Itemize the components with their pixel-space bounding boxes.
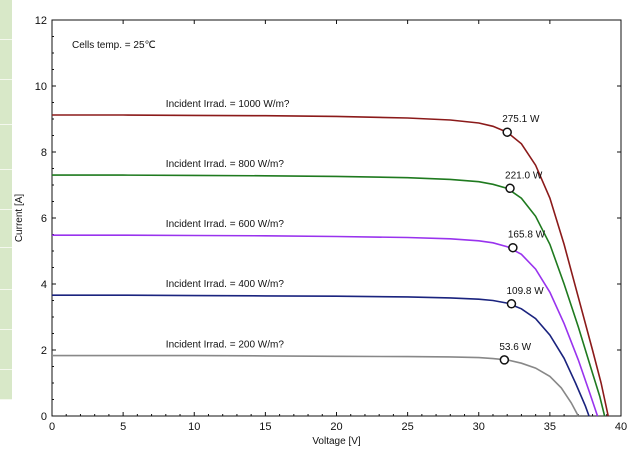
left-panel-strip <box>0 0 12 400</box>
mpp-marker <box>508 242 518 253</box>
mpp-markers: 275.1 W 221.0 W 165.8 W 109.8 W 53.6 W <box>499 114 546 365</box>
y-tick-label: 6 <box>41 213 47 225</box>
series-line <box>52 174 606 417</box>
y-tick-label: 10 <box>35 81 47 93</box>
x-tick-label: 30 <box>473 421 485 433</box>
x-tick-label: 15 <box>259 421 271 433</box>
mpp-power-label: 275.1 W <box>502 114 540 125</box>
mpp-marker <box>506 299 517 309</box>
y-tick-label: 0 <box>41 411 47 423</box>
y-axis-title: Current [A] <box>14 194 25 243</box>
left-strip-cell <box>0 370 12 400</box>
temperature-annotation: Cells temp. = 25℃ <box>72 40 156 51</box>
x-tick-label: 35 <box>544 421 556 433</box>
mpp-marker <box>505 183 515 194</box>
left-strip-cell <box>0 40 12 80</box>
x-axis-title: Voltage [V] <box>312 436 361 447</box>
y-tick-label: 12 <box>35 15 47 27</box>
x-tick-label: 25 <box>402 421 414 433</box>
series-name-label: Incident Irrad. = 800 W/m? <box>166 159 285 170</box>
series-lines <box>52 114 609 417</box>
series-line <box>52 114 609 417</box>
mpp-power-label: 53.6 W <box>499 342 531 353</box>
x-tick-label: 10 <box>188 421 200 433</box>
series-name-label: Incident Irrad. = 200 W/m? <box>166 340 285 351</box>
series-name-label: Incident Irrad. = 1000 W/m? <box>166 99 290 110</box>
y-tick-label: 8 <box>41 147 47 159</box>
x-tick-label: 40 <box>615 421 627 433</box>
mpp-marker <box>499 355 510 365</box>
mpp-power-label: 109.8 W <box>506 286 544 297</box>
left-strip-cell <box>0 210 12 248</box>
left-strip-cell <box>0 125 12 170</box>
left-strip-cell <box>0 330 12 370</box>
series-name-label: Incident Irrad. = 600 W/m? <box>166 219 285 230</box>
left-strip-cell <box>0 80 12 125</box>
plot-frame <box>51 19 622 417</box>
mpp-power-label: 221.0 W <box>505 170 543 181</box>
left-strip-cell <box>0 170 12 210</box>
series-line <box>52 354 580 417</box>
series-line <box>52 294 590 417</box>
x-tick-label: 0 <box>49 421 55 433</box>
series-name-label: Incident Irrad. = 400 W/m? <box>166 279 285 290</box>
mpp-marker <box>502 127 512 137</box>
left-strip-cell <box>0 248 12 290</box>
left-strip-cell <box>0 0 12 40</box>
x-tick-label: 5 <box>120 421 126 433</box>
plot-area <box>51 19 622 417</box>
axis-ticks: 0 5 10 15 20 25 30 35 40 0 2 4 6 8 10 12 <box>35 15 627 433</box>
mpp-power-label: 165.8 W <box>508 230 546 241</box>
y-tick-label: 4 <box>41 279 47 291</box>
y-tick-label: 2 <box>41 345 47 357</box>
series-line <box>52 234 599 417</box>
x-tick-label: 20 <box>330 421 342 433</box>
series-labels: Incident Irrad. = 1000 W/m? Incident Irra… <box>166 99 290 351</box>
left-strip-cell <box>0 290 12 330</box>
